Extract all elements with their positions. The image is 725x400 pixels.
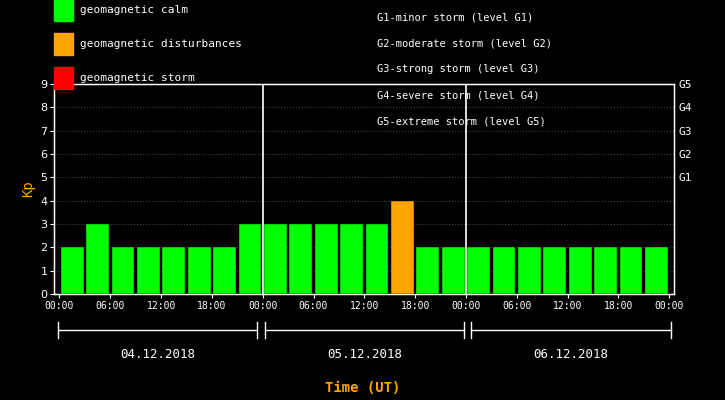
Text: geomagnetic calm: geomagnetic calm [80, 5, 188, 15]
Text: G4-severe storm (level G4): G4-severe storm (level G4) [377, 90, 539, 100]
Bar [340, 224, 363, 294]
Text: geomagnetic disturbances: geomagnetic disturbances [80, 39, 241, 49]
Bar [213, 247, 236, 294]
Bar [239, 224, 262, 294]
Bar [518, 247, 541, 294]
Text: 06.12.2018: 06.12.2018 [534, 348, 608, 360]
Bar [289, 224, 312, 294]
Bar [137, 247, 160, 294]
Bar [492, 247, 515, 294]
Text: G1-minor storm (level G1): G1-minor storm (level G1) [377, 12, 534, 22]
Bar [61, 247, 83, 294]
Bar [86, 224, 109, 294]
Bar [416, 247, 439, 294]
Bar [467, 247, 490, 294]
Bar [620, 247, 642, 294]
Bar [544, 247, 566, 294]
Text: Time (UT): Time (UT) [325, 381, 400, 395]
Bar [569, 247, 592, 294]
Bar [391, 201, 414, 294]
Bar [264, 224, 287, 294]
Bar [442, 247, 465, 294]
Text: geomagnetic storm: geomagnetic storm [80, 73, 194, 83]
Text: 04.12.2018: 04.12.2018 [120, 348, 195, 360]
Bar [112, 247, 134, 294]
Text: 05.12.2018: 05.12.2018 [327, 348, 402, 360]
Bar [162, 247, 185, 294]
Bar [315, 224, 338, 294]
Text: G2-moderate storm (level G2): G2-moderate storm (level G2) [377, 38, 552, 48]
Bar [188, 247, 211, 294]
Text: G5-extreme storm (level G5): G5-extreme storm (level G5) [377, 116, 546, 126]
Y-axis label: Kp: Kp [21, 181, 35, 197]
Bar [365, 224, 389, 294]
Bar [594, 247, 617, 294]
Text: G3-strong storm (level G3): G3-strong storm (level G3) [377, 64, 539, 74]
Bar [645, 247, 668, 294]
